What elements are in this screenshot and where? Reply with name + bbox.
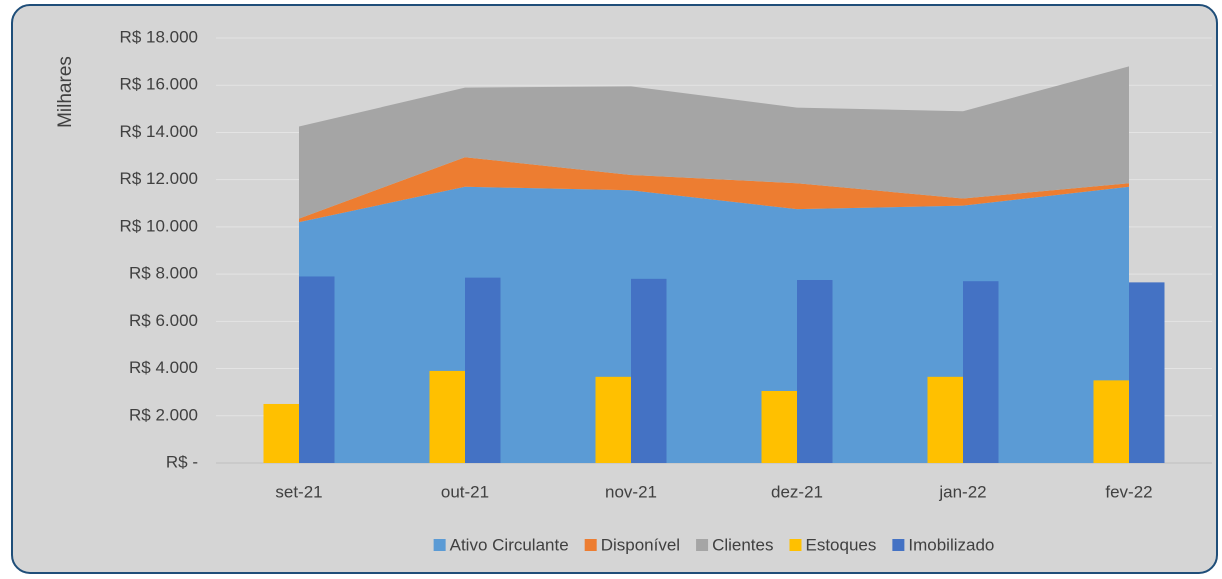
legend-swatch bbox=[584, 539, 597, 551]
y-tick-label: R$ 4.000 bbox=[129, 358, 198, 377]
bar bbox=[761, 390, 797, 463]
y-axis-label: Milhares bbox=[55, 56, 76, 128]
x-tick-label: nov-21 bbox=[605, 482, 657, 501]
legend-label: Imobilizado bbox=[908, 535, 994, 554]
area bbox=[299, 186, 1129, 463]
legend-swatch bbox=[696, 539, 709, 551]
y-tick-label: R$ 6.000 bbox=[129, 311, 198, 330]
y-tick-label: R$ 18.000 bbox=[120, 27, 198, 46]
bar bbox=[1093, 380, 1129, 463]
bar bbox=[631, 278, 667, 463]
legend-swatch bbox=[789, 539, 802, 551]
legend-swatch bbox=[433, 539, 446, 551]
bar bbox=[963, 281, 999, 463]
area bbox=[299, 66, 1129, 219]
y-tick-label: R$ 14.000 bbox=[120, 122, 198, 141]
x-tick-label: jan-22 bbox=[938, 482, 986, 501]
y-tick-label: R$ 12.000 bbox=[120, 169, 198, 188]
legend-swatch bbox=[892, 539, 905, 551]
bar bbox=[429, 370, 465, 463]
y-tick-label: R$ 10.000 bbox=[120, 216, 198, 235]
bar bbox=[263, 403, 299, 463]
x-tick-label: out-21 bbox=[441, 482, 489, 501]
bar bbox=[927, 376, 963, 463]
bar bbox=[299, 276, 335, 463]
bar bbox=[1129, 282, 1165, 463]
x-tick-label: set-21 bbox=[275, 482, 322, 501]
area bbox=[299, 157, 1129, 223]
legend-label: Estoques bbox=[805, 535, 876, 554]
bar bbox=[595, 376, 631, 463]
x-tick-label: dez-21 bbox=[771, 482, 823, 501]
bar bbox=[797, 280, 833, 463]
y-tick-label: R$ 8.000 bbox=[129, 264, 198, 283]
x-tick-label: fev-22 bbox=[1105, 482, 1152, 501]
legend-label: Ativo Circulante bbox=[450, 535, 569, 554]
y-tick-label: R$ - bbox=[166, 452, 198, 471]
bar bbox=[465, 277, 501, 463]
legend-label: Disponível bbox=[601, 535, 680, 554]
legend-label: Clientes bbox=[712, 535, 773, 554]
y-tick-label: R$ 16.000 bbox=[120, 75, 198, 94]
y-tick-label: R$ 2.000 bbox=[129, 405, 198, 424]
